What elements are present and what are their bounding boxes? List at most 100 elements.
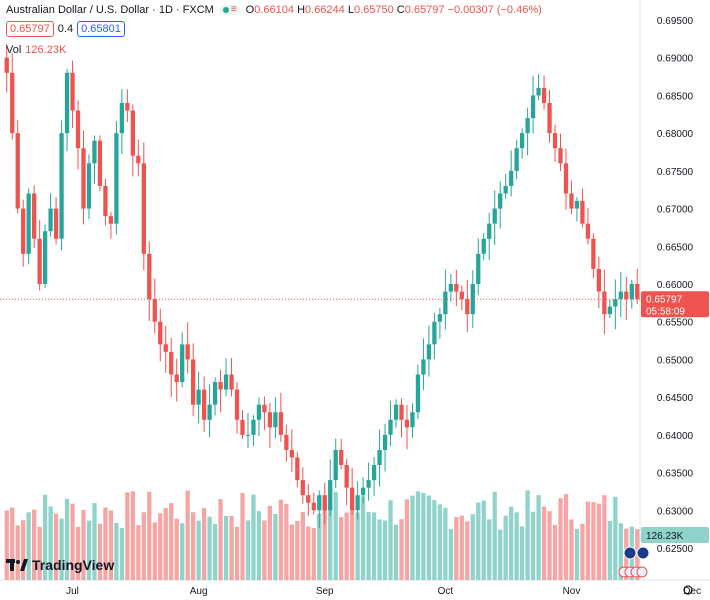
candle-body — [371, 465, 377, 481]
candle-body — [234, 389, 240, 420]
candle-body — [152, 299, 157, 322]
candle-body — [498, 193, 503, 209]
volume-bar — [470, 514, 475, 580]
volume-bar — [245, 520, 251, 580]
volume-bar — [432, 500, 437, 580]
volume-bar — [32, 509, 37, 580]
candle-body — [169, 351, 174, 375]
market-status-pill[interactable]: ≡ — [219, 4, 240, 15]
volume-bar — [4, 510, 9, 580]
candle-body — [245, 434, 251, 436]
low-key: L — [347, 4, 354, 16]
open-value: 0.66104 — [254, 4, 294, 16]
candle-body — [212, 382, 218, 405]
candle-body — [624, 291, 629, 300]
buy-price-button[interactable]: 0.65801 — [77, 21, 125, 37]
candle-body — [273, 412, 278, 428]
candle-body — [536, 87, 541, 96]
volume-bar — [558, 498, 563, 580]
volume-bar — [53, 513, 59, 580]
candle-body — [86, 163, 92, 209]
candle-body — [218, 382, 223, 390]
candle-body — [492, 208, 497, 224]
time-tick-label: Nov — [563, 586, 581, 597]
volume-bar — [240, 492, 245, 580]
candle-body — [311, 502, 316, 511]
price-tick-label: 0.63500 — [657, 469, 694, 480]
candle-body — [158, 321, 163, 345]
volume-bar — [541, 506, 547, 580]
candle-body — [415, 374, 421, 413]
settings-gear-icon[interactable] — [683, 585, 693, 595]
price-tick-label: 0.63000 — [657, 506, 694, 517]
volume-bar — [377, 519, 382, 580]
candle-body — [196, 389, 201, 405]
price-tick-label: 0.67500 — [657, 167, 694, 178]
volume-bar — [426, 495, 432, 580]
volume-bar — [514, 512, 519, 580]
countdown-label: 05:58:09 — [646, 306, 685, 317]
volume-bar — [119, 527, 125, 580]
volume-bar — [498, 529, 503, 580]
candle-body — [607, 306, 612, 315]
candle-body — [339, 449, 344, 466]
volume-bar — [141, 512, 146, 580]
volume-bar — [371, 512, 377, 580]
volume-bar — [174, 518, 179, 580]
candle-body — [580, 201, 585, 224]
volume-bar — [591, 502, 596, 580]
volume-bar — [322, 502, 327, 580]
candle-body — [240, 419, 245, 435]
volume-bar — [229, 515, 234, 580]
volume-legend[interactable]: Vol 126.23K — [6, 44, 66, 56]
volume-bar — [64, 498, 70, 580]
volume-bar — [481, 500, 486, 580]
volume-bar — [525, 490, 530, 580]
candle-body — [454, 284, 459, 292]
candle-body — [541, 87, 547, 103]
candle-body — [333, 449, 338, 481]
high-value: 0.66244 — [305, 4, 345, 16]
volume-bar — [223, 515, 229, 580]
price-tick-label: 0.65000 — [657, 355, 694, 366]
candle-body — [569, 193, 574, 209]
volume-bar — [185, 490, 190, 580]
volume-tag-label: 126.23K — [646, 531, 684, 542]
volume-bar — [339, 517, 344, 580]
candle-body — [382, 434, 388, 450]
volume-bar — [97, 523, 103, 580]
close-value: 0.65797 — [404, 4, 445, 16]
candle-body — [547, 102, 552, 134]
volume-bar — [37, 526, 42, 580]
volume-bar — [81, 510, 86, 580]
volume-bar — [300, 511, 305, 580]
candle-body — [366, 480, 371, 488]
candle-body — [59, 133, 64, 239]
volume-bar — [602, 495, 607, 580]
volume-bar — [393, 524, 399, 580]
candle-body — [481, 238, 486, 254]
candle-body — [32, 193, 37, 239]
candle-body — [328, 480, 333, 511]
candle-body — [92, 140, 97, 164]
candle-body — [262, 404, 267, 413]
candle-body — [596, 268, 602, 292]
volume-bar — [42, 494, 48, 580]
equals-icon: ≡ — [230, 4, 237, 15]
volume-bar — [114, 522, 119, 580]
volume-bar — [585, 501, 591, 580]
volume-bar — [613, 496, 618, 580]
candle-body — [519, 133, 525, 149]
tradingview-logo[interactable]: TradingView — [6, 557, 114, 573]
price-tick-label: 0.66000 — [657, 280, 694, 291]
candle-body — [119, 102, 125, 134]
volume-bar — [476, 502, 481, 580]
candle-body — [388, 419, 393, 435]
volume-bar — [459, 515, 464, 580]
sell-price-button[interactable]: 0.65797 — [6, 21, 54, 37]
candle-body — [26, 193, 31, 254]
candle-body — [289, 449, 294, 458]
volume-bar — [147, 491, 152, 580]
symbol-title[interactable]: Australian Dollar / U.S. Dollar · 1D · F… — [6, 4, 214, 16]
